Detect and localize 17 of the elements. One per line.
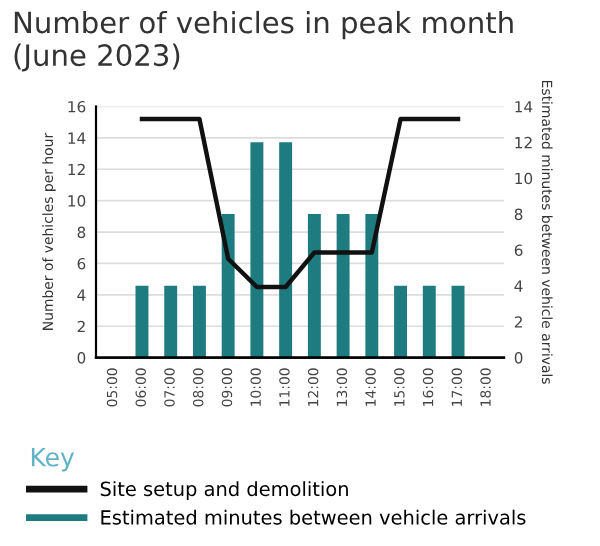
bar: [192, 285, 206, 358]
chart-title: Number of vehicles in peak month (June 2023): [14, 10, 513, 72]
bar: [365, 214, 379, 358]
legend-title: Key: [31, 447, 75, 472]
legend-label: Estimated minutes between vehicle arrivals: [101, 509, 526, 525]
bar: [451, 285, 465, 358]
bar: [250, 142, 264, 358]
bar: [279, 142, 293, 358]
bar: [394, 285, 408, 358]
bar: [307, 214, 321, 358]
line-series: [139, 116, 461, 290]
legend-label: Site setup and demolition: [100, 481, 348, 500]
bar: [135, 285, 149, 358]
bar: [221, 214, 235, 358]
bar: [164, 285, 178, 358]
bar: [336, 214, 350, 358]
bar: [422, 285, 436, 358]
